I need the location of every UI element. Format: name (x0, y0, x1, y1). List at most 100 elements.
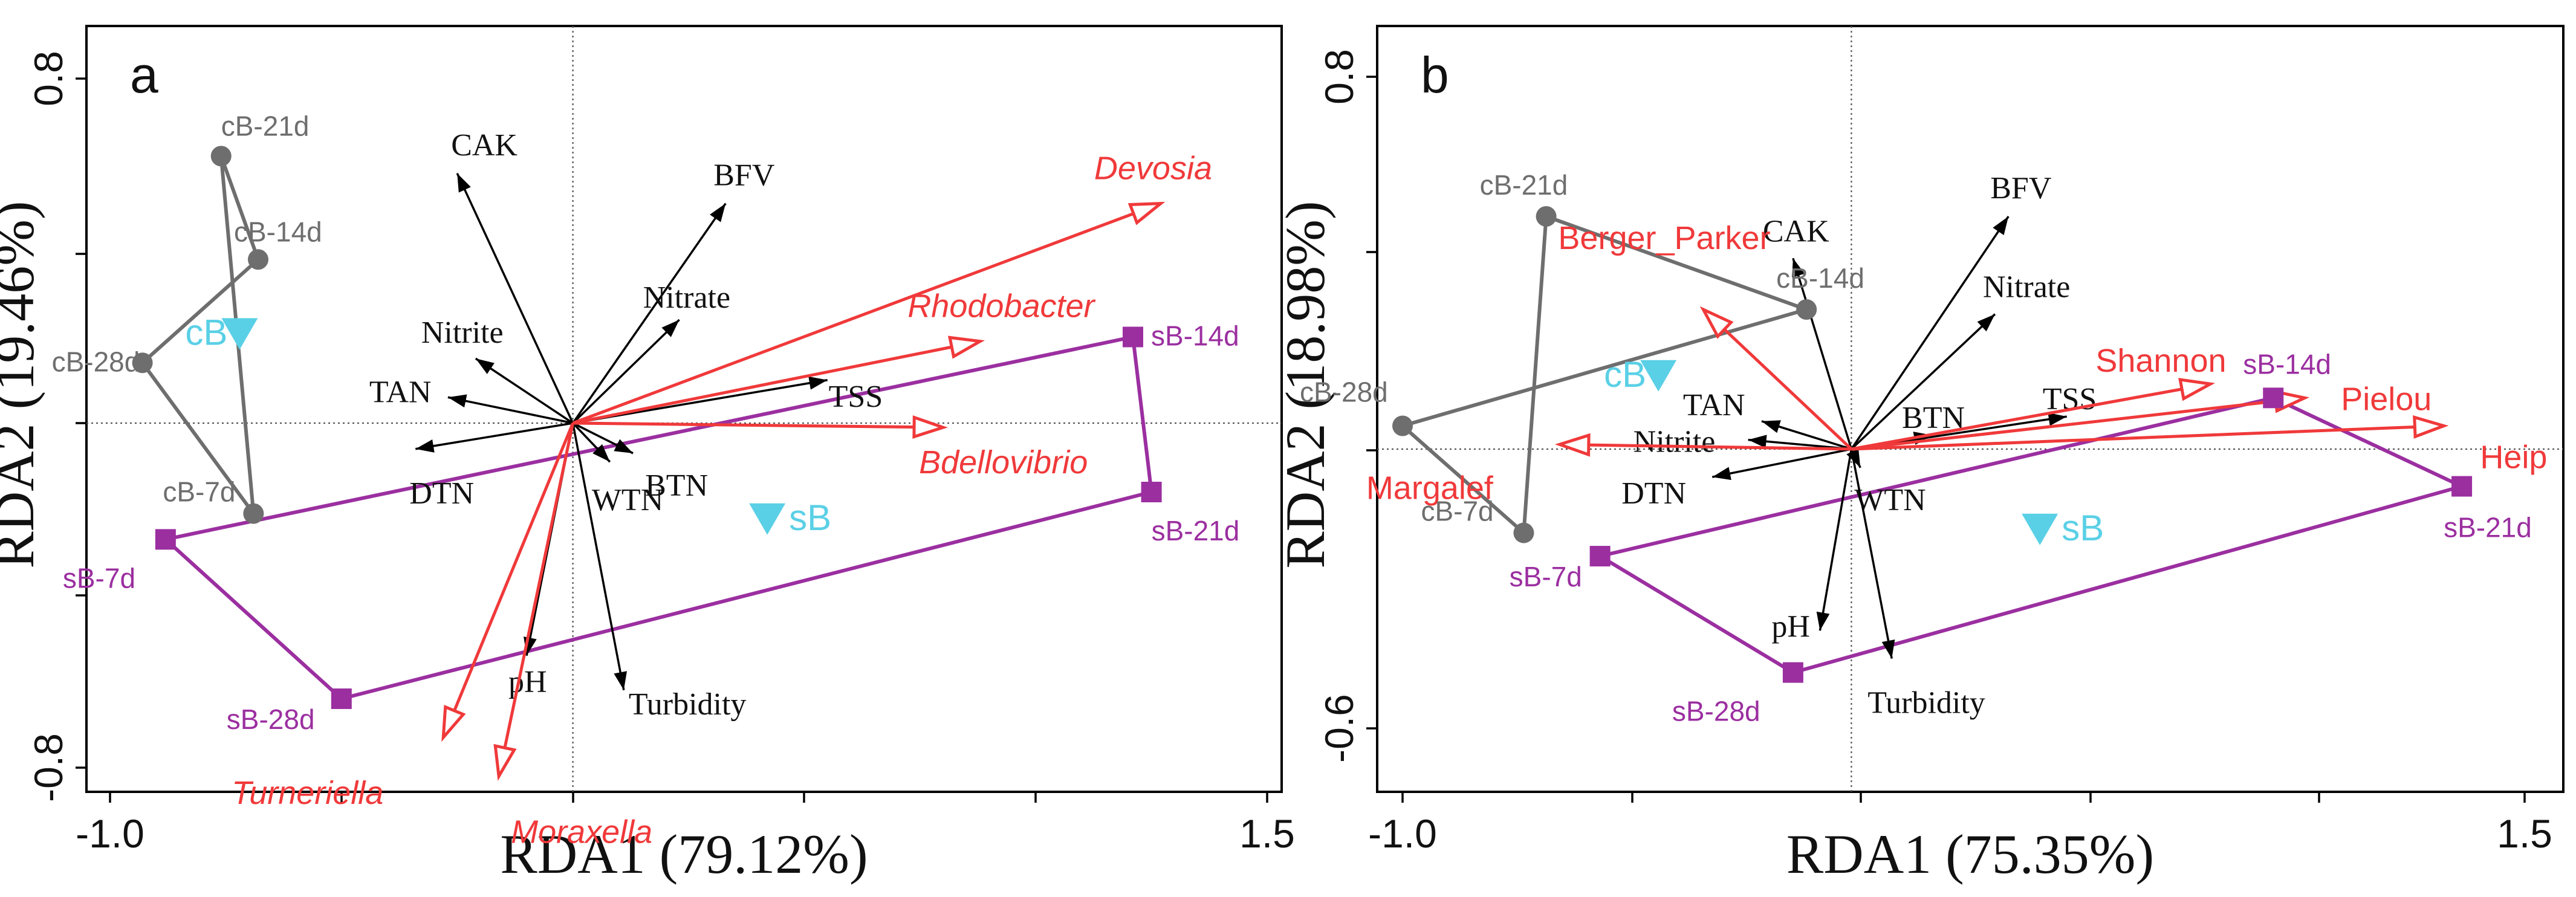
response-label-turneriella: Turneriella (232, 775, 383, 811)
sample-point-sb-21d (2451, 476, 2473, 497)
env-label-wtn: WTN (1854, 483, 1926, 517)
env-vector-turbidity (571, 423, 625, 691)
y-tick-label: -0.6 (1317, 694, 1361, 763)
centroid-marker-sb (749, 503, 786, 535)
env-arrowhead-dtn (1712, 467, 1731, 481)
rda-panel-b: -1.0 1.5 0.8 -0.6 RDA1 (75.35%) RDA2 (18.98%)… (1274, 25, 2565, 885)
sample-point-sb-7d (155, 529, 176, 550)
response-arrowhead-devosia (1127, 201, 1166, 225)
centroid-label-sb: sB (2062, 508, 2104, 548)
sample-point-cb-28d (1392, 415, 1413, 436)
x-tick-label: 1.5 (1239, 811, 1295, 856)
plot-frame (1376, 25, 2565, 793)
sample-point-cb-28d (132, 352, 153, 374)
env-vector-nitrate (1851, 313, 1996, 450)
env-label-tan: TAN (1683, 388, 1745, 423)
sample-label-sb-7d: sB-7d (63, 562, 135, 594)
x-axis-title: RDA1 (75.35%) (1786, 823, 2154, 885)
sample-label-cb-21d: cB-21d (1480, 169, 1568, 201)
sample-point-cb-14d (247, 249, 268, 270)
env-vector-nitrate (572, 319, 680, 424)
sample-label-cb-14d: cB-14d (1776, 262, 1864, 294)
sample-label-sb-21d: sB-21d (1152, 515, 1240, 546)
response-arrowhead-heip (2413, 415, 2449, 439)
env-label-turbidity: Turbidity (629, 687, 747, 722)
env-label-tss: TSS (2043, 382, 2097, 416)
env-arrowhead-nitrite (475, 358, 495, 374)
env-label-tan: TAN (369, 375, 432, 409)
env-arrowhead-wtn (592, 444, 610, 462)
env-arrowhead-cak (457, 173, 471, 193)
response-label-shannon: Shannon (2095, 343, 2226, 379)
sample-label-cb-28d: cB-28d (1300, 377, 1388, 408)
env-arrowhead-btn (614, 439, 634, 453)
env-arrowhead-tan (447, 394, 467, 408)
response-vector-devosia (572, 210, 1139, 425)
env-label-dtn: DTN (1621, 476, 1686, 511)
env-label-ph: pH (508, 665, 547, 699)
x-axis-title: RDA1 (79.12%) (500, 823, 868, 885)
env-arrowhead-nitrate (1977, 314, 1995, 332)
sample-label-sb-14d: sB-14d (2243, 348, 2331, 380)
response-arrowhead-rhodobacter (947, 335, 985, 359)
response-vector-margalef (1583, 443, 1852, 451)
response-label-moraxella: Moraxella (511, 814, 652, 850)
env-label-cak: CAK (1763, 214, 1829, 248)
sample-label-cb-14d: cB-14d (234, 216, 322, 247)
response-label-devosia: Devosia (1094, 151, 1212, 187)
env-arrowhead-nitrite (1748, 435, 1767, 448)
sample-point-sb-21d (1141, 482, 1162, 502)
rda-panel-a: -1.0 1.5 0.8 -0.8 RDA1 (79.12%) RDA2 (19.46%)… (0, 25, 1295, 885)
response-arrowhead-turneriella (441, 705, 466, 742)
plot-frame (85, 25, 1283, 793)
response-label-margalef: Margalef (1366, 470, 1494, 506)
panel-label: b (1421, 47, 1449, 103)
y-axis-title: RDA2 (18.98%) (1274, 201, 1336, 568)
sample-label-cb-7d: cB-7d (163, 476, 235, 508)
sample-point-cb-21d (1536, 206, 1557, 227)
response-label-bdellovibrio: Bdellovibrio (919, 444, 1088, 481)
env-vector-dtn (1711, 448, 1852, 478)
sample-point-cb-14d (1796, 299, 1817, 320)
env-arrowhead-cak (1792, 258, 1805, 278)
x-tick-label: 1.5 (2497, 811, 2552, 856)
env-vector-tan (447, 396, 573, 424)
env-label-ph: pH (1771, 609, 1810, 644)
sample-label-cb-7d: cB-7d (1421, 496, 1493, 527)
env-label-dtn: DTN (409, 476, 474, 511)
response-label-heip: Heip (2480, 439, 2547, 476)
sample-label-sb-28d: sB-28d (1672, 696, 1760, 727)
response-arrowhead-bdellovibrio (912, 415, 948, 439)
response-label-rhodobacter: Rhodobacter (907, 288, 1095, 325)
env-label-nitrite: Nitrite (421, 316, 504, 350)
panel-label: a (130, 47, 158, 103)
env-vector-ph (1818, 448, 1853, 631)
env-arrowhead-tss (808, 376, 828, 390)
sample-point-sb-14d (1122, 326, 1143, 348)
centroid-marker-sb (2022, 513, 2059, 545)
response-arrowhead-berger-parker (1699, 306, 1734, 339)
env-label-turbidity: Turbidity (1867, 686, 1985, 721)
env-vector-cak (456, 173, 574, 424)
response-vector-bdellovibrio (573, 421, 920, 429)
sample-label-sb-28d: sB-28d (227, 704, 315, 735)
env-arrowhead-bfv (710, 203, 726, 222)
env-arrowhead-tss (2048, 412, 2067, 426)
response-arrowhead-margalef (1554, 433, 1591, 457)
env-arrowhead-tan (1761, 420, 1781, 433)
env-vector-dtn (415, 422, 573, 450)
sample-label-cb-28d: cB-28d (52, 346, 140, 377)
env-arrowhead-turbidity (1881, 639, 1895, 659)
response-arrowhead-shannon (2178, 378, 2216, 401)
env-label-nitrite: Nitrite (1634, 425, 1716, 459)
env-label-tss: TSS (829, 380, 883, 414)
env-vector-cak (1792, 257, 1853, 450)
sample-point-cb-7d (1513, 522, 1534, 543)
centroid-label-cb: cB (1604, 354, 1646, 395)
response-vector-rhodobacter (573, 345, 957, 425)
env-vector-turbidity (1850, 448, 1893, 659)
sample-point-sb-28d (331, 688, 352, 709)
sample-point-sb-7d (1589, 546, 1611, 567)
env-label-bfv: BFV (1990, 171, 2051, 206)
response-vector-berger-parker (1719, 325, 1853, 450)
